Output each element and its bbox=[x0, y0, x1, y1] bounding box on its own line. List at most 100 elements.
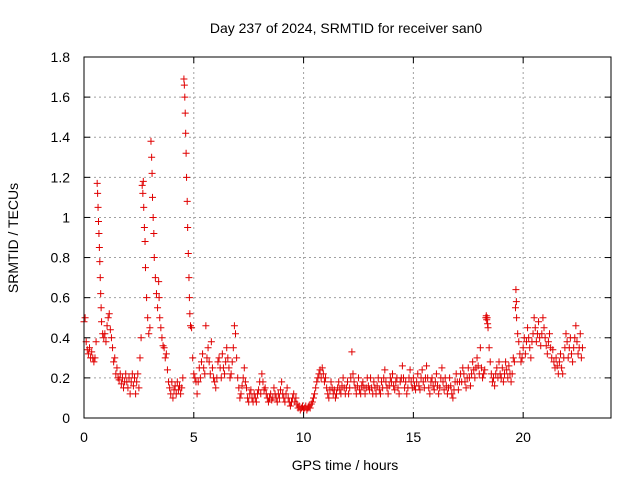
data-point bbox=[559, 370, 567, 378]
data-point bbox=[229, 344, 237, 352]
data-point bbox=[571, 334, 579, 342]
x-tick-label: 15 bbox=[406, 429, 422, 445]
data-point bbox=[428, 374, 436, 382]
data-point bbox=[509, 354, 517, 362]
data-point bbox=[389, 370, 397, 378]
data-point bbox=[505, 362, 513, 370]
data-point bbox=[122, 370, 130, 378]
data-point bbox=[526, 344, 534, 352]
data-point bbox=[223, 344, 231, 352]
data-point bbox=[96, 258, 104, 266]
data-point bbox=[190, 370, 198, 378]
data-point bbox=[132, 390, 140, 398]
data-point bbox=[224, 354, 232, 362]
data-point bbox=[553, 362, 561, 370]
data-point bbox=[312, 384, 320, 392]
data-point bbox=[418, 366, 426, 374]
data-point bbox=[446, 374, 454, 382]
data-point bbox=[148, 153, 156, 161]
data-point bbox=[350, 378, 358, 386]
data-point bbox=[531, 324, 539, 332]
x-tick-label: 5 bbox=[190, 429, 198, 445]
data-point bbox=[163, 366, 171, 374]
data-point bbox=[278, 378, 286, 386]
data-point bbox=[140, 203, 148, 211]
data-point bbox=[449, 394, 457, 402]
data-point bbox=[504, 374, 512, 382]
data-point bbox=[85, 344, 93, 352]
data-point bbox=[398, 362, 406, 370]
data-point bbox=[158, 334, 166, 342]
data-point bbox=[261, 384, 269, 392]
y-tick-label: 1.4 bbox=[51, 129, 71, 145]
data-point bbox=[439, 378, 447, 386]
data-point bbox=[436, 384, 444, 392]
data-point bbox=[543, 350, 551, 358]
data-point bbox=[81, 314, 89, 322]
data-point bbox=[227, 370, 235, 378]
data-point bbox=[95, 244, 103, 252]
data-point bbox=[90, 358, 98, 366]
data-point bbox=[232, 330, 240, 338]
data-point bbox=[144, 314, 152, 322]
data-point bbox=[577, 354, 585, 362]
data-point bbox=[469, 358, 477, 366]
data-point bbox=[133, 378, 141, 386]
data-point bbox=[207, 338, 215, 346]
data-point bbox=[510, 358, 518, 366]
data-point bbox=[507, 378, 515, 386]
data-point bbox=[339, 374, 347, 382]
data-point bbox=[139, 177, 147, 185]
data-point bbox=[150, 254, 158, 262]
data-point bbox=[217, 374, 225, 382]
data-point bbox=[259, 378, 267, 386]
data-point bbox=[194, 378, 202, 386]
data-point bbox=[535, 318, 543, 326]
data-point bbox=[345, 390, 353, 398]
data-point bbox=[518, 354, 526, 362]
data-point bbox=[461, 378, 469, 386]
data-point bbox=[91, 354, 99, 362]
data-point bbox=[152, 290, 160, 298]
data-point bbox=[241, 378, 249, 386]
data-point bbox=[161, 354, 169, 362]
data-point bbox=[573, 338, 581, 346]
data-point bbox=[200, 364, 208, 372]
data-point bbox=[184, 223, 192, 231]
x-tick-label: 0 bbox=[80, 429, 88, 445]
data-point bbox=[139, 189, 147, 197]
y-tick-label: 0.8 bbox=[51, 250, 71, 266]
data-point bbox=[96, 274, 104, 282]
data-point bbox=[237, 390, 245, 398]
data-point bbox=[107, 334, 115, 342]
data-point bbox=[180, 75, 188, 83]
data-point bbox=[347, 374, 355, 382]
data-point bbox=[177, 390, 185, 398]
data-point bbox=[111, 354, 119, 362]
data-point bbox=[376, 390, 384, 398]
data-point bbox=[180, 81, 188, 89]
plot-frame bbox=[83, 56, 612, 419]
data-point bbox=[154, 304, 162, 312]
data-point bbox=[97, 290, 105, 298]
data-point bbox=[485, 344, 493, 352]
data-point bbox=[541, 334, 549, 342]
axis-ticks: 0 0.2 0.4 0.6 0.8 1 1.2 1.4 1.6 1.8 0 5 10 15 20 bbox=[51, 49, 611, 445]
data-point bbox=[226, 374, 234, 382]
data-point bbox=[252, 398, 260, 406]
data-point bbox=[335, 378, 343, 386]
data-point bbox=[356, 386, 364, 394]
data-point bbox=[488, 378, 496, 386]
data-point bbox=[530, 314, 538, 322]
data-point bbox=[462, 384, 470, 392]
data-point bbox=[270, 384, 278, 392]
data-point bbox=[149, 193, 157, 201]
data-point bbox=[423, 362, 431, 370]
data-point bbox=[525, 334, 533, 342]
data-point bbox=[320, 378, 328, 386]
data-point bbox=[344, 378, 351, 386]
data-point bbox=[476, 344, 484, 352]
data-point bbox=[183, 197, 191, 205]
data-point bbox=[384, 390, 392, 398]
data-point bbox=[414, 370, 422, 378]
